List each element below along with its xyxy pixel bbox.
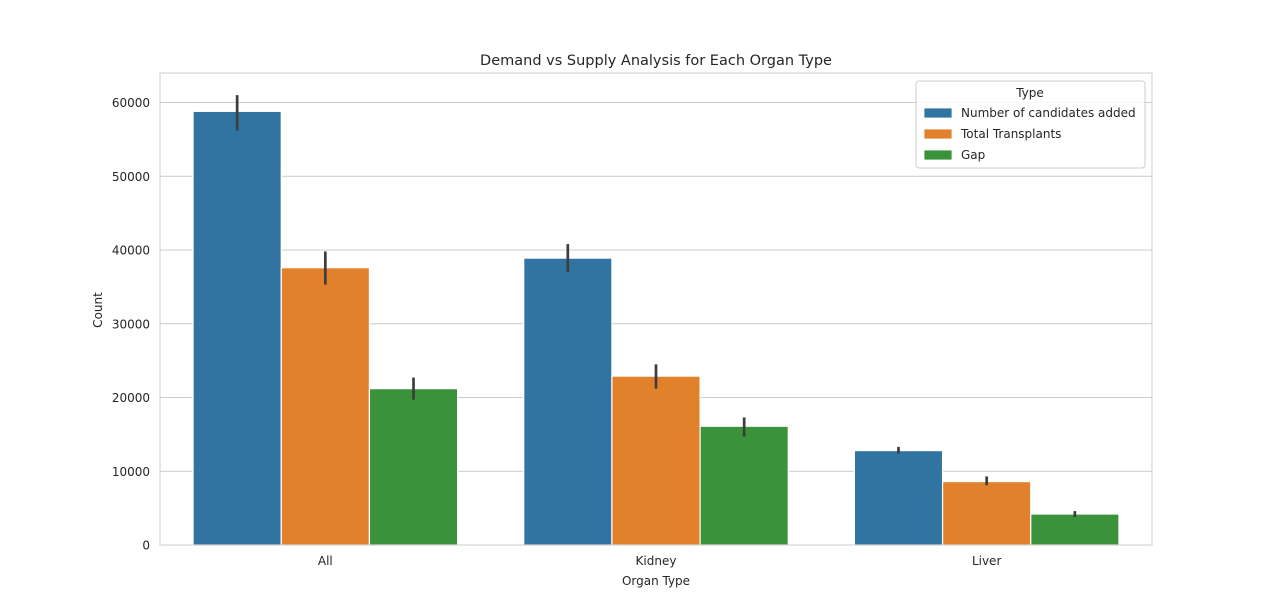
bar [192, 110, 282, 546]
legend-label: Number of candidates added [961, 106, 1136, 120]
y-tick-label: 0 [142, 539, 150, 553]
legend-swatch [923, 107, 953, 119]
x-tick-label: Kidney [636, 554, 677, 568]
bar [611, 375, 701, 546]
legend-swatch [923, 128, 953, 140]
plot-frame [159, 72, 1153, 546]
y-tick-label: 10000 [112, 465, 150, 479]
legend: Type Number of candidates added Total Tra… [915, 80, 1146, 169]
bar [1030, 513, 1120, 546]
y-tick-labels: 0 10000 20000 30000 40000 50000 60000 [112, 96, 150, 553]
legend-items: Number of candidates added Total Transpla… [923, 106, 1136, 162]
bar [853, 450, 944, 546]
bar [941, 480, 1032, 546]
y-tick-label: 20000 [112, 391, 150, 405]
bar [280, 267, 371, 546]
bar [368, 388, 459, 546]
bar [699, 425, 789, 546]
y-tick-label: 40000 [112, 244, 150, 258]
x-tick-label: Liver [972, 554, 1002, 568]
x-axis-label: Organ Type [622, 574, 690, 588]
y-axis-label: Count [91, 292, 105, 328]
y-tick-label: 60000 [112, 96, 150, 110]
bar [523, 257, 613, 546]
error-bars [235, 95, 1077, 517]
x-tick-labels: All Kidney Liver [318, 554, 1002, 568]
y-tick-label: 30000 [112, 317, 150, 331]
legend-label: Gap [961, 148, 985, 162]
chart-title: Demand vs Supply Analysis for Each Organ… [480, 53, 832, 69]
legend-box [915, 80, 1146, 169]
x-tick-label: All [318, 554, 333, 568]
legend-label: Total Transplants [960, 127, 1061, 141]
y-tick-label: 50000 [112, 170, 150, 184]
legend-swatch [923, 149, 953, 161]
legend-title: Type [1015, 86, 1044, 100]
